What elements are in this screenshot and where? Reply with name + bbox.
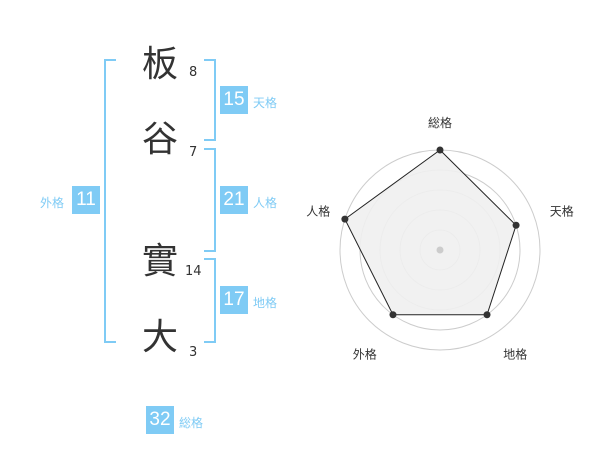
chikaku-label: 地格 — [253, 296, 278, 310]
radar-point — [341, 215, 349, 223]
chikaku-bracket — [204, 258, 216, 343]
tenkaku-bracket — [204, 59, 216, 141]
radar-point — [436, 146, 444, 154]
tenkaku-value: 15 — [220, 86, 248, 114]
chikaku-value: 17 — [220, 286, 248, 314]
stroke-count-1: 8 — [189, 65, 198, 80]
stroke-count-4: 3 — [189, 345, 198, 360]
gaikaku-label: 外格 — [40, 196, 65, 210]
soukaku-value: 32 — [146, 406, 174, 434]
gaikaku-bracket — [104, 59, 116, 343]
jinkaku-bracket — [204, 148, 216, 252]
tenkaku-label: 天格 — [253, 96, 278, 110]
name-char-4: 大 — [141, 317, 178, 358]
axis-label: 人格 — [306, 203, 330, 218]
jinkaku-value: 21 — [220, 186, 248, 214]
radar-point — [512, 221, 520, 229]
stroke-count-2: 7 — [189, 145, 198, 160]
name-char-2: 谷 — [141, 119, 178, 160]
stroke-count-3: 14 — [185, 264, 202, 279]
radar-point — [389, 311, 397, 319]
soukaku-label: 総格 — [179, 416, 204, 430]
axis-label: 地格 — [503, 347, 527, 362]
radar-point — [483, 311, 491, 319]
radar-area — [344, 149, 517, 316]
name-char-3: 實 — [141, 241, 178, 282]
gaikaku-value: 11 — [72, 186, 100, 214]
radar-center — [436, 246, 444, 254]
axis-label: 天格 — [550, 203, 574, 218]
axis-label: 総格 — [428, 115, 452, 130]
name-char-1: 板 — [141, 44, 178, 85]
jinkaku-label: 人格 — [253, 196, 278, 210]
axis-label: 外格 — [353, 347, 377, 362]
